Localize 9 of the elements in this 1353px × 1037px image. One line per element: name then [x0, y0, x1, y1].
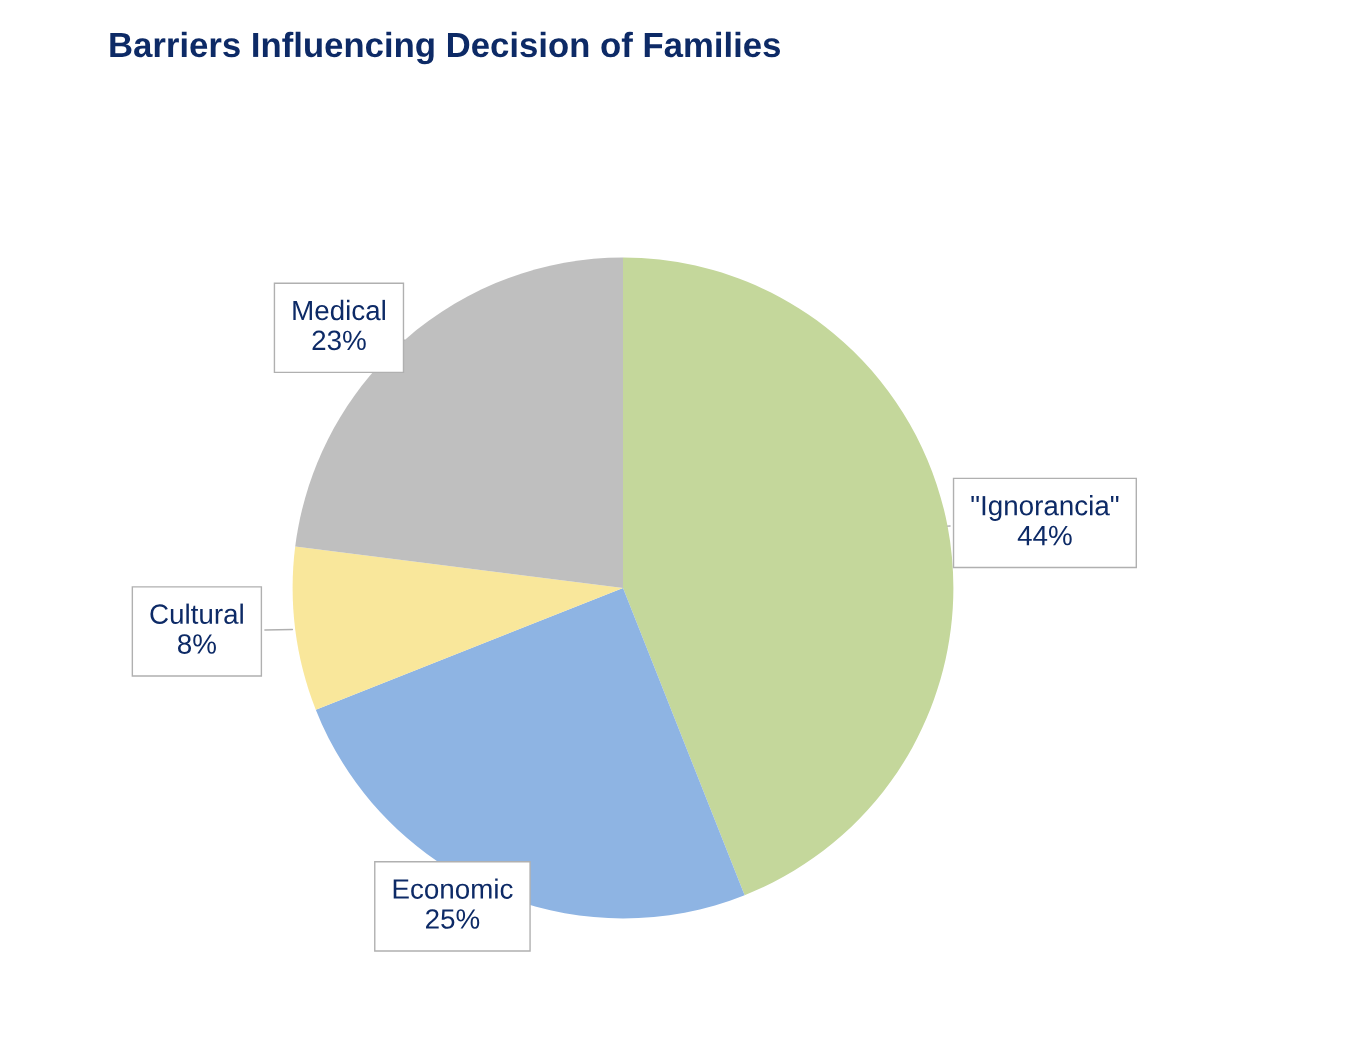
slice-label: Medical: [293, 299, 385, 321]
chart-title: Barriers Influencing Decision of Families: [110, 31, 780, 65]
data-label: 8%: [178, 634, 216, 654]
slice-label: "Ignorancia": [971, 495, 1119, 521]
data-label: 23%: [312, 330, 366, 351]
slice-label: Cultural: [150, 603, 243, 624]
slice-label: Economic: [393, 878, 513, 899]
data-label: 25%: [426, 909, 480, 929]
data-label: 44%: [1017, 525, 1072, 546]
